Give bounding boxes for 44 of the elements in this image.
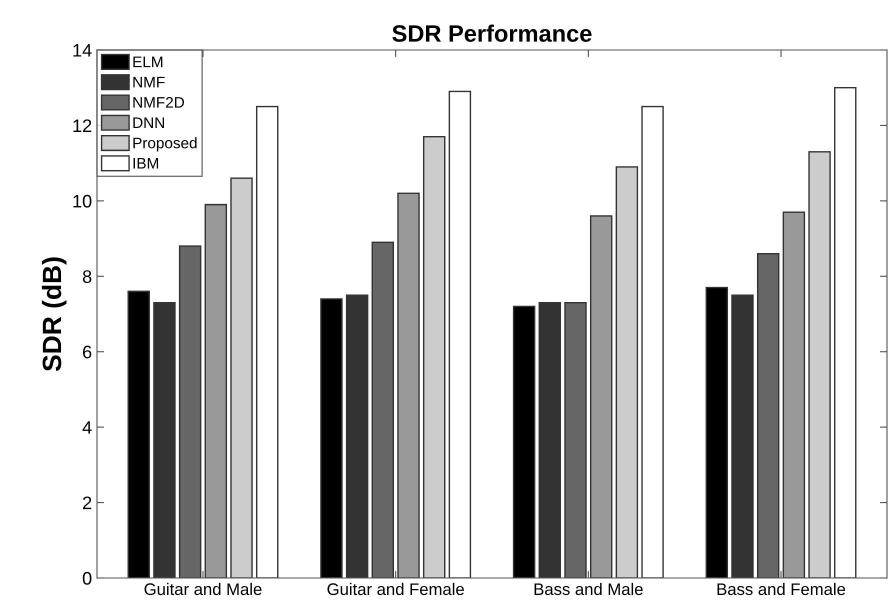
bar bbox=[153, 302, 176, 578]
bar bbox=[782, 211, 806, 578]
bar bbox=[346, 294, 368, 578]
legend-label: ELM bbox=[133, 56, 162, 68]
bar bbox=[641, 106, 664, 578]
y-tick-label: 8 bbox=[82, 270, 92, 284]
bar bbox=[204, 204, 228, 578]
y-tick-label: 0 bbox=[82, 572, 92, 585]
y-tick-label: 4 bbox=[82, 421, 92, 434]
y-tick-label: 2 bbox=[83, 496, 92, 510]
bar bbox=[178, 245, 202, 578]
x-tick-label: Bass and Male bbox=[534, 582, 643, 596]
x-tick-label: Guitar and Male bbox=[144, 582, 262, 596]
legend-label: Proposed bbox=[133, 137, 197, 152]
bar bbox=[756, 252, 780, 578]
x-tick-label: Bass and Female bbox=[718, 582, 846, 596]
bar bbox=[320, 298, 343, 578]
bar bbox=[422, 136, 446, 578]
bar bbox=[808, 151, 831, 578]
bar bbox=[616, 166, 638, 578]
legend-label: DNN bbox=[133, 117, 164, 128]
chart-title: SDR Performance bbox=[392, 24, 592, 42]
bar bbox=[706, 286, 728, 578]
bar bbox=[128, 290, 150, 578]
x-tick-label: Guitar and Female bbox=[327, 582, 464, 596]
legend-label: NMF bbox=[133, 76, 165, 88]
bar bbox=[397, 192, 420, 578]
y-tick-label: 6 bbox=[83, 346, 92, 358]
y-tick-label: 10 bbox=[73, 194, 92, 208]
bar bbox=[230, 178, 253, 578]
bar bbox=[731, 294, 754, 578]
bar bbox=[512, 306, 536, 578]
bar bbox=[256, 106, 278, 578]
legend-label: IBM bbox=[134, 158, 158, 169]
bar bbox=[538, 302, 562, 578]
y-tick-label: 12 bbox=[73, 119, 92, 132]
y-tick-label: 14 bbox=[73, 44, 92, 57]
legend-label: NMF2D bbox=[133, 97, 184, 108]
bar bbox=[590, 215, 612, 578]
y-axis-title: SDR (dB) bbox=[42, 257, 66, 372]
bar bbox=[448, 90, 472, 578]
bar bbox=[372, 242, 394, 578]
bar bbox=[834, 87, 856, 578]
bar bbox=[564, 302, 587, 578]
